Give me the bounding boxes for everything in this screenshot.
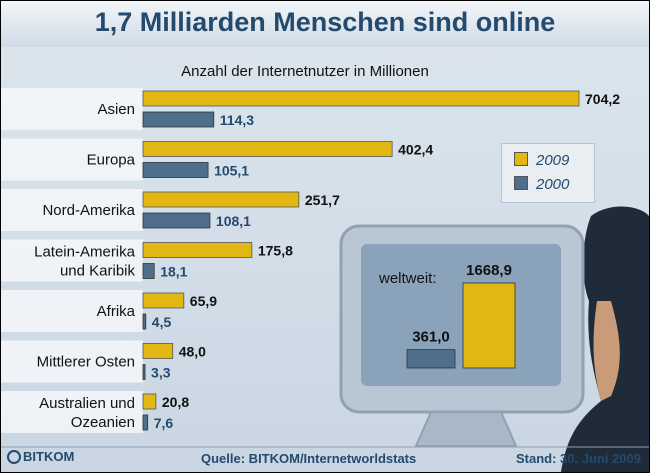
bar-2000	[142, 364, 146, 380]
bar-2000	[142, 414, 149, 431]
category-band	[1, 239, 143, 282]
inset-bar-2000	[406, 349, 456, 369]
category-label-line: Latein-Amerika	[34, 244, 136, 261]
category-band	[1, 88, 143, 130]
bar-2000	[142, 313, 147, 330]
legend-item-2000: 2000	[514, 176, 569, 193]
category-label-line: Australien und	[39, 395, 135, 412]
category-label-line: und Karibik	[60, 263, 136, 280]
category-label-line: Ozeanien	[71, 414, 135, 431]
monitor-screen	[361, 244, 561, 386]
bar-2009	[142, 343, 174, 359]
category-label: Europa	[87, 152, 136, 169]
date-note: Stand: 30. Juni 2009	[516, 451, 641, 466]
bar-2000	[142, 263, 155, 279]
category-label: Nord-Amerika	[42, 202, 135, 219]
inset-label: weltweit:	[378, 270, 437, 287]
legend-label-2009: 2009	[536, 152, 570, 169]
person-face	[593, 301, 620, 401]
category-label-line: Europa	[87, 152, 136, 169]
inset-bar-2009	[462, 282, 516, 369]
category-band	[1, 189, 143, 231]
bar-2000	[142, 162, 209, 178]
legend-item-2009: 2009	[514, 152, 569, 169]
bar-2009	[142, 191, 300, 208]
value-label-2009: 251,7	[305, 192, 340, 208]
value-label-2009: 704,2	[585, 91, 620, 107]
value-label-2000: 105,1	[214, 163, 249, 179]
inset-value-2009: 1668,9	[466, 262, 512, 279]
bar-2009	[142, 292, 185, 309]
category-label-line: Mittlerer Osten	[37, 354, 135, 371]
value-label-2009: 48,0	[179, 344, 206, 360]
inset-value-2000: 361,0	[412, 329, 450, 346]
value-label-2009: 402,4	[398, 142, 433, 158]
category-band	[1, 391, 143, 433]
category-band	[1, 138, 143, 181]
category-label: Mittlerer Osten	[37, 354, 135, 371]
category-label: Asien	[97, 101, 135, 118]
value-label-2000: 3,3	[151, 365, 171, 381]
bar-2000	[142, 111, 215, 128]
value-label-2000: 18,1	[160, 264, 187, 280]
monitor-illustration: weltweit: 361,0 1668,9	[339, 206, 649, 472]
value-label-2009: 65,9	[190, 293, 217, 309]
chart-title: 1,7 Milliarden Menschen sind online	[94, 7, 556, 37]
category-label-line: Asien	[97, 101, 135, 118]
bar-2000	[142, 212, 211, 229]
category-label-line: Afrika	[97, 303, 136, 320]
bar-2009	[142, 141, 393, 157]
chart-subtitle: Anzahl der Internetnutzer in Millionen	[181, 63, 429, 80]
category-label: Latein-Amerika und Karibik	[34, 244, 136, 280]
logo-text: BITKOM	[23, 449, 75, 464]
bar-2009	[142, 90, 580, 107]
category-band	[1, 340, 143, 383]
bitkom-logo-icon	[7, 450, 21, 464]
value-label-2000: 114,3	[220, 112, 254, 128]
legend-label-2000: 2000	[536, 176, 570, 193]
category-label: Australien und Ozeanien	[39, 395, 135, 431]
bar-2009	[142, 242, 253, 258]
value-label-2009: 175,8	[258, 243, 293, 259]
bar-2009	[142, 393, 157, 410]
category-band	[1, 290, 143, 332]
legend-swatch-2000	[514, 176, 528, 190]
monitor-stand	[414, 411, 518, 447]
category-label-line: Nord-Amerika	[42, 202, 135, 219]
source-note: Quelle: BITKOM/Internetworldstats	[201, 451, 417, 466]
value-label-2000: 4,5	[152, 314, 172, 330]
legend-swatch-2009	[514, 152, 528, 166]
value-label-2000: 108,1	[216, 213, 251, 229]
legend: 2009 2000	[501, 143, 595, 203]
bitkom-logo: BITKOM	[7, 449, 74, 464]
value-label-2000: 7,6	[154, 415, 174, 431]
value-label-2009: 20,8	[162, 394, 189, 410]
category-label: Afrika	[97, 303, 136, 320]
title-bar: 1,7 Milliarden Menschen sind online	[1, 1, 649, 47]
